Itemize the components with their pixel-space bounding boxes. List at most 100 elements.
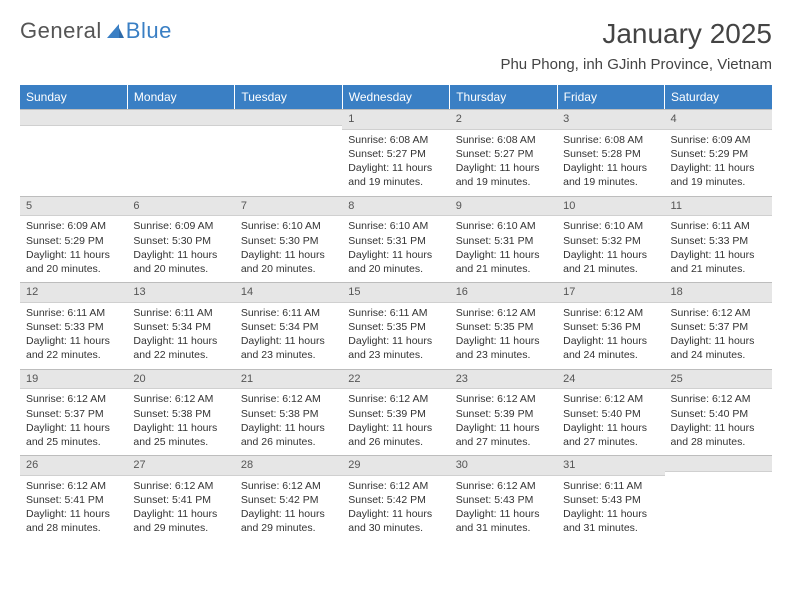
day-number: 6 bbox=[127, 196, 234, 217]
calendar-cell: 13Sunrise: 6:11 AMSunset: 5:34 PMDayligh… bbox=[127, 282, 234, 369]
logo: General Blue bbox=[20, 18, 172, 44]
calendar-cell: 14Sunrise: 6:11 AMSunset: 5:34 PMDayligh… bbox=[235, 282, 342, 369]
calendar-week-row: 19Sunrise: 6:12 AMSunset: 5:37 PMDayligh… bbox=[20, 369, 772, 456]
sunrise-line: Sunrise: 6:12 AM bbox=[456, 306, 551, 320]
day-number: 5 bbox=[20, 196, 127, 217]
day-number: 20 bbox=[127, 369, 234, 390]
calendar-cell: 20Sunrise: 6:12 AMSunset: 5:38 PMDayligh… bbox=[127, 369, 234, 456]
sunrise-line: Sunrise: 6:12 AM bbox=[563, 392, 658, 406]
day-number: 8 bbox=[342, 196, 449, 217]
day-details: Sunrise: 6:10 AMSunset: 5:32 PMDaylight:… bbox=[557, 216, 664, 282]
calendar-cell: 21Sunrise: 6:12 AMSunset: 5:38 PMDayligh… bbox=[235, 369, 342, 456]
day-details: Sunrise: 6:11 AMSunset: 5:43 PMDaylight:… bbox=[557, 476, 664, 542]
calendar-cell: 4Sunrise: 6:09 AMSunset: 5:29 PMDaylight… bbox=[665, 109, 772, 196]
dayheader-friday: Friday bbox=[557, 85, 664, 109]
calendar-cell: 26Sunrise: 6:12 AMSunset: 5:41 PMDayligh… bbox=[20, 455, 127, 542]
calendar-cell: 19Sunrise: 6:12 AMSunset: 5:37 PMDayligh… bbox=[20, 369, 127, 456]
sunrise-line: Sunrise: 6:12 AM bbox=[456, 479, 551, 493]
daylight-line: Daylight: 11 hours and 25 minutes. bbox=[26, 421, 121, 449]
day-details: Sunrise: 6:12 AMSunset: 5:39 PMDaylight:… bbox=[342, 389, 449, 455]
day-details: Sunrise: 6:08 AMSunset: 5:27 PMDaylight:… bbox=[450, 130, 557, 196]
sunset-line: Sunset: 5:29 PM bbox=[671, 147, 766, 161]
calendar-cell bbox=[235, 109, 342, 196]
daylight-line: Daylight: 11 hours and 22 minutes. bbox=[26, 334, 121, 362]
calendar-cell: 30Sunrise: 6:12 AMSunset: 5:43 PMDayligh… bbox=[450, 455, 557, 542]
day-number: 10 bbox=[557, 196, 664, 217]
daylight-line: Daylight: 11 hours and 31 minutes. bbox=[563, 507, 658, 535]
day-details: Sunrise: 6:12 AMSunset: 5:43 PMDaylight:… bbox=[450, 476, 557, 542]
daylight-line: Daylight: 11 hours and 21 minutes. bbox=[563, 248, 658, 276]
day-details: Sunrise: 6:12 AMSunset: 5:41 PMDaylight:… bbox=[127, 476, 234, 542]
day-number: 28 bbox=[235, 455, 342, 476]
sunrise-line: Sunrise: 6:08 AM bbox=[348, 133, 443, 147]
day-details: Sunrise: 6:12 AMSunset: 5:42 PMDaylight:… bbox=[342, 476, 449, 542]
title-block: January 2025 Phu Phong, inh GJinh Provin… bbox=[500, 18, 772, 81]
dayheader-thursday: Thursday bbox=[450, 85, 557, 109]
day-number: 12 bbox=[20, 282, 127, 303]
calendar-cell: 15Sunrise: 6:11 AMSunset: 5:35 PMDayligh… bbox=[342, 282, 449, 369]
header: General Blue January 2025 Phu Phong, inh… bbox=[20, 18, 772, 81]
calendar-week-row: 26Sunrise: 6:12 AMSunset: 5:41 PMDayligh… bbox=[20, 455, 772, 542]
day-number: 22 bbox=[342, 369, 449, 390]
sunrise-line: Sunrise: 6:12 AM bbox=[133, 479, 228, 493]
sunset-line: Sunset: 5:31 PM bbox=[456, 234, 551, 248]
daylight-line: Daylight: 11 hours and 29 minutes. bbox=[133, 507, 228, 535]
calendar: Sunday Monday Tuesday Wednesday Thursday… bbox=[20, 85, 772, 542]
logo-sail-icon bbox=[105, 22, 125, 40]
day-details: Sunrise: 6:12 AMSunset: 5:38 PMDaylight:… bbox=[127, 389, 234, 455]
sunset-line: Sunset: 5:37 PM bbox=[26, 407, 121, 421]
day-number: 3 bbox=[557, 109, 664, 130]
sunrise-line: Sunrise: 6:12 AM bbox=[26, 479, 121, 493]
day-number: 25 bbox=[665, 369, 772, 390]
daylight-line: Daylight: 11 hours and 30 minutes. bbox=[348, 507, 443, 535]
daylight-line: Daylight: 11 hours and 29 minutes. bbox=[241, 507, 336, 535]
daylight-line: Daylight: 11 hours and 27 minutes. bbox=[456, 421, 551, 449]
sunrise-line: Sunrise: 6:12 AM bbox=[348, 479, 443, 493]
sunset-line: Sunset: 5:27 PM bbox=[456, 147, 551, 161]
day-number: 2 bbox=[450, 109, 557, 130]
day-number bbox=[127, 109, 234, 126]
day-number: 7 bbox=[235, 196, 342, 217]
sunset-line: Sunset: 5:33 PM bbox=[26, 320, 121, 334]
day-number bbox=[665, 455, 772, 472]
day-number: 31 bbox=[557, 455, 664, 476]
sunset-line: Sunset: 5:38 PM bbox=[241, 407, 336, 421]
calendar-cell: 25Sunrise: 6:12 AMSunset: 5:40 PMDayligh… bbox=[665, 369, 772, 456]
sunrise-line: Sunrise: 6:11 AM bbox=[133, 306, 228, 320]
sunrise-line: Sunrise: 6:12 AM bbox=[671, 306, 766, 320]
sunrise-line: Sunrise: 6:11 AM bbox=[348, 306, 443, 320]
location: Phu Phong, inh GJinh Province, Vietnam bbox=[500, 56, 772, 73]
sunset-line: Sunset: 5:28 PM bbox=[563, 147, 658, 161]
day-number: 26 bbox=[20, 455, 127, 476]
calendar-cell: 12Sunrise: 6:11 AMSunset: 5:33 PMDayligh… bbox=[20, 282, 127, 369]
sunset-line: Sunset: 5:30 PM bbox=[241, 234, 336, 248]
sunrise-line: Sunrise: 6:12 AM bbox=[133, 392, 228, 406]
daylight-line: Daylight: 11 hours and 24 minutes. bbox=[563, 334, 658, 362]
calendar-cell: 16Sunrise: 6:12 AMSunset: 5:35 PMDayligh… bbox=[450, 282, 557, 369]
day-details: Sunrise: 6:11 AMSunset: 5:33 PMDaylight:… bbox=[665, 216, 772, 282]
daylight-line: Daylight: 11 hours and 23 minutes. bbox=[348, 334, 443, 362]
daylight-line: Daylight: 11 hours and 28 minutes. bbox=[671, 421, 766, 449]
day-number: 18 bbox=[665, 282, 772, 303]
day-details: Sunrise: 6:09 AMSunset: 5:29 PMDaylight:… bbox=[20, 216, 127, 282]
calendar-cell: 23Sunrise: 6:12 AMSunset: 5:39 PMDayligh… bbox=[450, 369, 557, 456]
calendar-cell: 28Sunrise: 6:12 AMSunset: 5:42 PMDayligh… bbox=[235, 455, 342, 542]
calendar-cell: 18Sunrise: 6:12 AMSunset: 5:37 PMDayligh… bbox=[665, 282, 772, 369]
calendar-cell: 8Sunrise: 6:10 AMSunset: 5:31 PMDaylight… bbox=[342, 196, 449, 283]
day-number: 15 bbox=[342, 282, 449, 303]
calendar-cell: 17Sunrise: 6:12 AMSunset: 5:36 PMDayligh… bbox=[557, 282, 664, 369]
sunset-line: Sunset: 5:39 PM bbox=[348, 407, 443, 421]
day-details: Sunrise: 6:11 AMSunset: 5:34 PMDaylight:… bbox=[235, 303, 342, 369]
sunset-line: Sunset: 5:38 PM bbox=[133, 407, 228, 421]
sunrise-line: Sunrise: 6:12 AM bbox=[563, 306, 658, 320]
calendar-cell: 2Sunrise: 6:08 AMSunset: 5:27 PMDaylight… bbox=[450, 109, 557, 196]
calendar-cell: 1Sunrise: 6:08 AMSunset: 5:27 PMDaylight… bbox=[342, 109, 449, 196]
daylight-line: Daylight: 11 hours and 20 minutes. bbox=[348, 248, 443, 276]
day-number: 4 bbox=[665, 109, 772, 130]
calendar-cell bbox=[665, 455, 772, 542]
sunset-line: Sunset: 5:42 PM bbox=[348, 493, 443, 507]
dayheader-saturday: Saturday bbox=[665, 85, 772, 109]
sunset-line: Sunset: 5:35 PM bbox=[456, 320, 551, 334]
day-number bbox=[20, 109, 127, 126]
logo-text-2: Blue bbox=[126, 18, 172, 44]
